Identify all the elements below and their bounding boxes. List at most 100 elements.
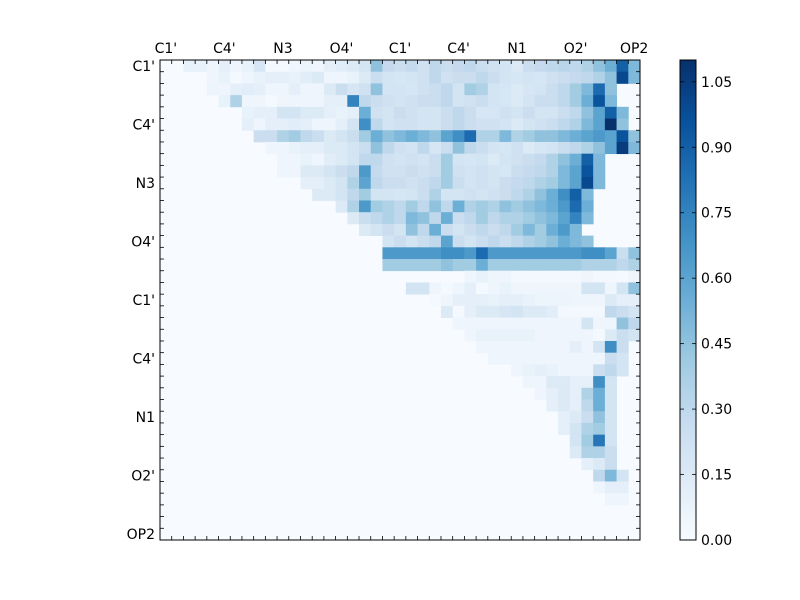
heatmap-cell [487, 282, 500, 295]
heatmap-cell [487, 212, 500, 225]
heatmap-cell [394, 71, 407, 84]
heatmap-cell [604, 294, 617, 307]
heatmap-cell [464, 235, 477, 248]
heatmap-cell [499, 223, 512, 237]
heatmap-cell [581, 305, 594, 318]
heatmap-cell [499, 188, 512, 201]
heatmap-cell [546, 235, 559, 248]
heatmap-cell [522, 95, 536, 108]
heatmap-cell [499, 83, 512, 96]
heatmap-cell [230, 95, 243, 108]
heatmap-cell [534, 329, 547, 342]
heatmap-cell [359, 223, 372, 237]
heatmap-cell [382, 223, 395, 237]
heatmap-cell [347, 200, 360, 213]
heatmap-cell [499, 106, 512, 119]
heatmap-cell [534, 352, 547, 365]
heatmap-cell [487, 153, 500, 166]
heatmap-cell [370, 200, 383, 213]
heatmap-cell [277, 60, 290, 73]
heatmap-cell [569, 106, 582, 119]
heatmap-cell [569, 212, 582, 225]
heatmap-cell [476, 259, 489, 272]
heatmap-cell [394, 235, 407, 248]
heatmap-cell [429, 259, 442, 272]
heatmap-cell [546, 387, 559, 400]
heatmap-cell [522, 118, 536, 131]
heatmap-cell [522, 282, 536, 295]
heatmap-cell [558, 212, 571, 225]
heatmap-cell [359, 83, 372, 96]
heatmap-cell [394, 177, 407, 190]
heatmap-cell [558, 247, 571, 260]
heatmap-cell [347, 212, 360, 225]
heatmap-cell [558, 387, 571, 400]
heatmap-cell [230, 83, 243, 96]
heatmap-cell [558, 259, 571, 272]
heatmap-cell [429, 235, 442, 248]
colorbar-frame [679, 59, 697, 541]
heatmap-cell [417, 282, 430, 295]
heatmap-cell [277, 130, 290, 143]
heatmap-cell [593, 469, 606, 482]
heatmap-cell [464, 177, 477, 190]
heatmap-cell [558, 329, 571, 342]
heatmap-cell [581, 95, 594, 108]
heatmap-cell [487, 317, 500, 330]
heatmap-cell [487, 223, 500, 237]
heatmap-cell [452, 106, 465, 119]
heatmap-cell [218, 83, 231, 96]
heatmap-cell [417, 212, 430, 225]
heatmap-cell [593, 399, 606, 412]
heatmap-cell [593, 434, 606, 447]
heatmap-cell [300, 106, 313, 119]
heatmap-cell [604, 95, 617, 108]
heatmap-cell [405, 235, 418, 248]
heatmap-cell [417, 200, 430, 213]
heatmap-cell [534, 317, 547, 330]
heatmap-cell [558, 399, 571, 412]
heatmap-cell [593, 95, 606, 108]
heatmap-cell [464, 188, 477, 201]
heatmap-cell [476, 60, 489, 73]
x-tick-label: O4' [330, 41, 354, 57]
heatmap-cell [534, 376, 547, 389]
heatmap-cell [581, 247, 594, 260]
heatmap-cell [405, 60, 418, 73]
heatmap-cell [487, 235, 500, 248]
heatmap-cell [511, 364, 524, 377]
heatmap-cell [253, 130, 266, 143]
heatmap-cell [546, 247, 559, 260]
heatmap-cell [593, 329, 606, 342]
heatmap-cell [569, 95, 582, 108]
heatmap-cell [359, 60, 372, 73]
heatmap-cell [476, 305, 489, 318]
heatmap-cell [335, 118, 348, 131]
heatmap-cell [558, 282, 571, 295]
heatmap-cell [429, 153, 442, 166]
heatmap-cell [534, 141, 547, 155]
heatmap-cell [593, 259, 606, 272]
heatmap-cell [440, 165, 454, 178]
heatmap-cell [581, 422, 594, 436]
heatmap-cell [499, 60, 512, 73]
heatmap-cell [534, 364, 547, 377]
heatmap-cell [593, 106, 606, 119]
heatmap-cell [593, 71, 606, 84]
heatmap-cell [359, 141, 372, 155]
heatmap-cell [511, 329, 524, 342]
heatmap-cell [417, 247, 430, 260]
heatmap-cell [370, 118, 383, 131]
heatmap-cell [616, 352, 629, 365]
heatmap-cell [429, 106, 442, 119]
heatmap-cell [288, 118, 301, 131]
heatmap-cell [534, 294, 547, 307]
heatmap-cell [511, 200, 524, 213]
heatmap-cell [417, 153, 430, 166]
heatmap-cell [265, 71, 278, 84]
heatmap-cell [558, 95, 571, 108]
heatmap-cell [370, 71, 383, 84]
heatmap-cell [616, 118, 629, 131]
heatmap-cell [569, 282, 582, 295]
heatmap-cell [359, 106, 372, 119]
